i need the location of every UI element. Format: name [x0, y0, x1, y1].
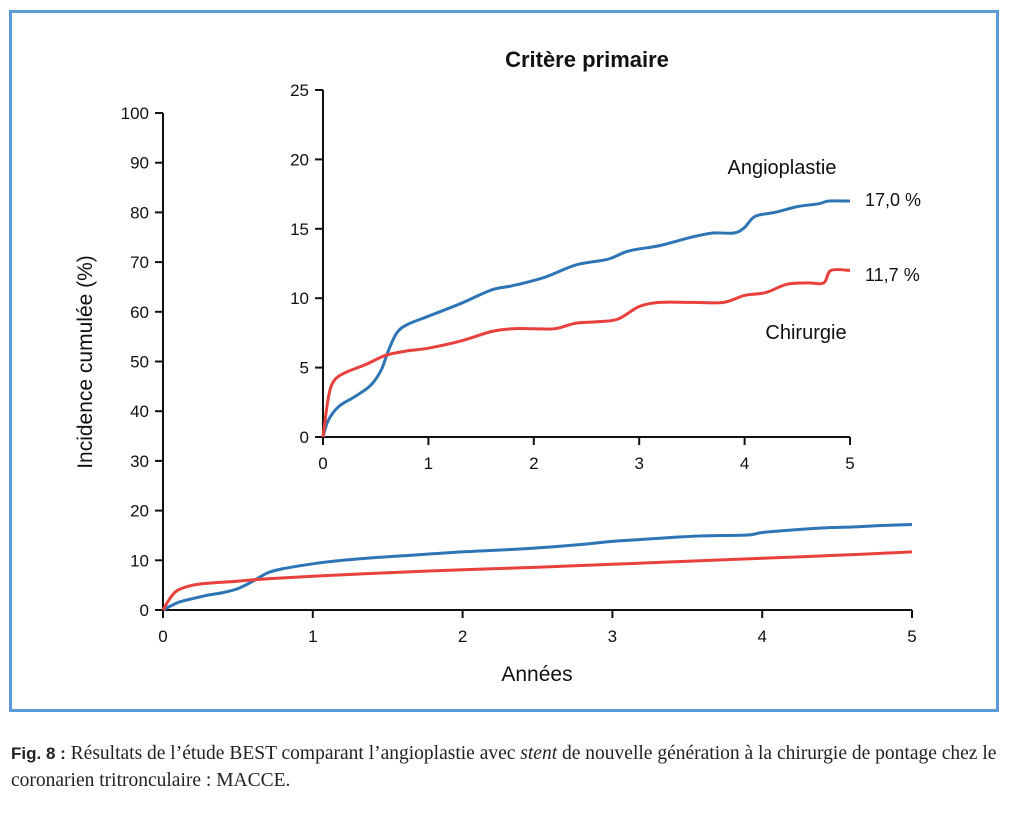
main-x-axis-title: Années	[501, 663, 572, 686]
inset-x-tick-label: 3	[634, 454, 643, 473]
main-series-line-chirurgie	[161, 550, 913, 611]
inset-title: Critère primaire	[505, 47, 669, 72]
inset-y-tick-label: 25	[290, 81, 309, 100]
inset-x-tick-label: 0	[318, 454, 327, 473]
caption-text-italic: stent	[520, 743, 558, 764]
main-y-tick-label: 30	[130, 452, 149, 471]
inset-background	[300, 80, 880, 465]
inset-series-line-chirurgie	[321, 268, 851, 438]
main-y-axis-title: Incidence cumulée (%)	[74, 255, 97, 469]
main-y-tick-label: 10	[130, 551, 149, 570]
inset-end-label-angioplastie: 17,0 %	[865, 190, 921, 210]
main-y-tick-label: 0	[140, 601, 149, 620]
caption-text-before: Résultats de l’étude BEST comparant l’an…	[65, 743, 521, 764]
main-series-line-angioplastie	[162, 523, 913, 612]
main-x-tick-label: 1	[308, 627, 317, 646]
caption-fig-label: Fig. 8 :	[11, 744, 66, 763]
inset-y-tick-label: 15	[290, 220, 309, 239]
inset-series-label-angioplastie: Angioplastie	[728, 157, 837, 179]
main-y-tick-label: 20	[130, 502, 149, 521]
main-x-tick-label: 2	[458, 627, 467, 646]
inset-x-tick-label: 2	[529, 454, 538, 473]
main-y-tick-label: 70	[130, 253, 149, 272]
inset-end-label-chirurgie: 11,7 %	[865, 265, 920, 285]
inset-y-tick-label: 5	[300, 359, 309, 378]
main-y-tick-label: 90	[130, 154, 149, 173]
main-y-tick-label: 50	[130, 353, 149, 372]
inset-series-line-angioplastie	[321, 199, 851, 438]
figure-caption: Fig. 8 : Résultats de l’étude BEST compa…	[11, 740, 1006, 794]
main-y-tick-label: 100	[121, 104, 149, 123]
inset-x-tick-label: 5	[845, 454, 854, 473]
main-y-tick-label: 80	[130, 203, 149, 222]
main-x-tick-label: 0	[158, 627, 167, 646]
inset-x-tick-label: 4	[740, 454, 749, 473]
main-x-tick-label: 5	[907, 627, 916, 646]
inset-y-tick-label: 0	[300, 428, 309, 447]
inset-y-tick-label: 10	[290, 289, 309, 308]
main-x-tick-label: 3	[608, 627, 617, 646]
main-x-tick-label: 4	[757, 627, 766, 646]
inset-y-tick-label: 20	[290, 150, 309, 169]
main-y-tick-label: 40	[130, 402, 149, 421]
caption-text-after: de nouvelle génération à la chirurgie de…	[11, 743, 997, 791]
inset-series-label-chirurgie: Chirurgie	[765, 322, 846, 344]
main-y-tick-label: 60	[130, 303, 149, 322]
inset-x-tick-label: 1	[424, 454, 433, 473]
